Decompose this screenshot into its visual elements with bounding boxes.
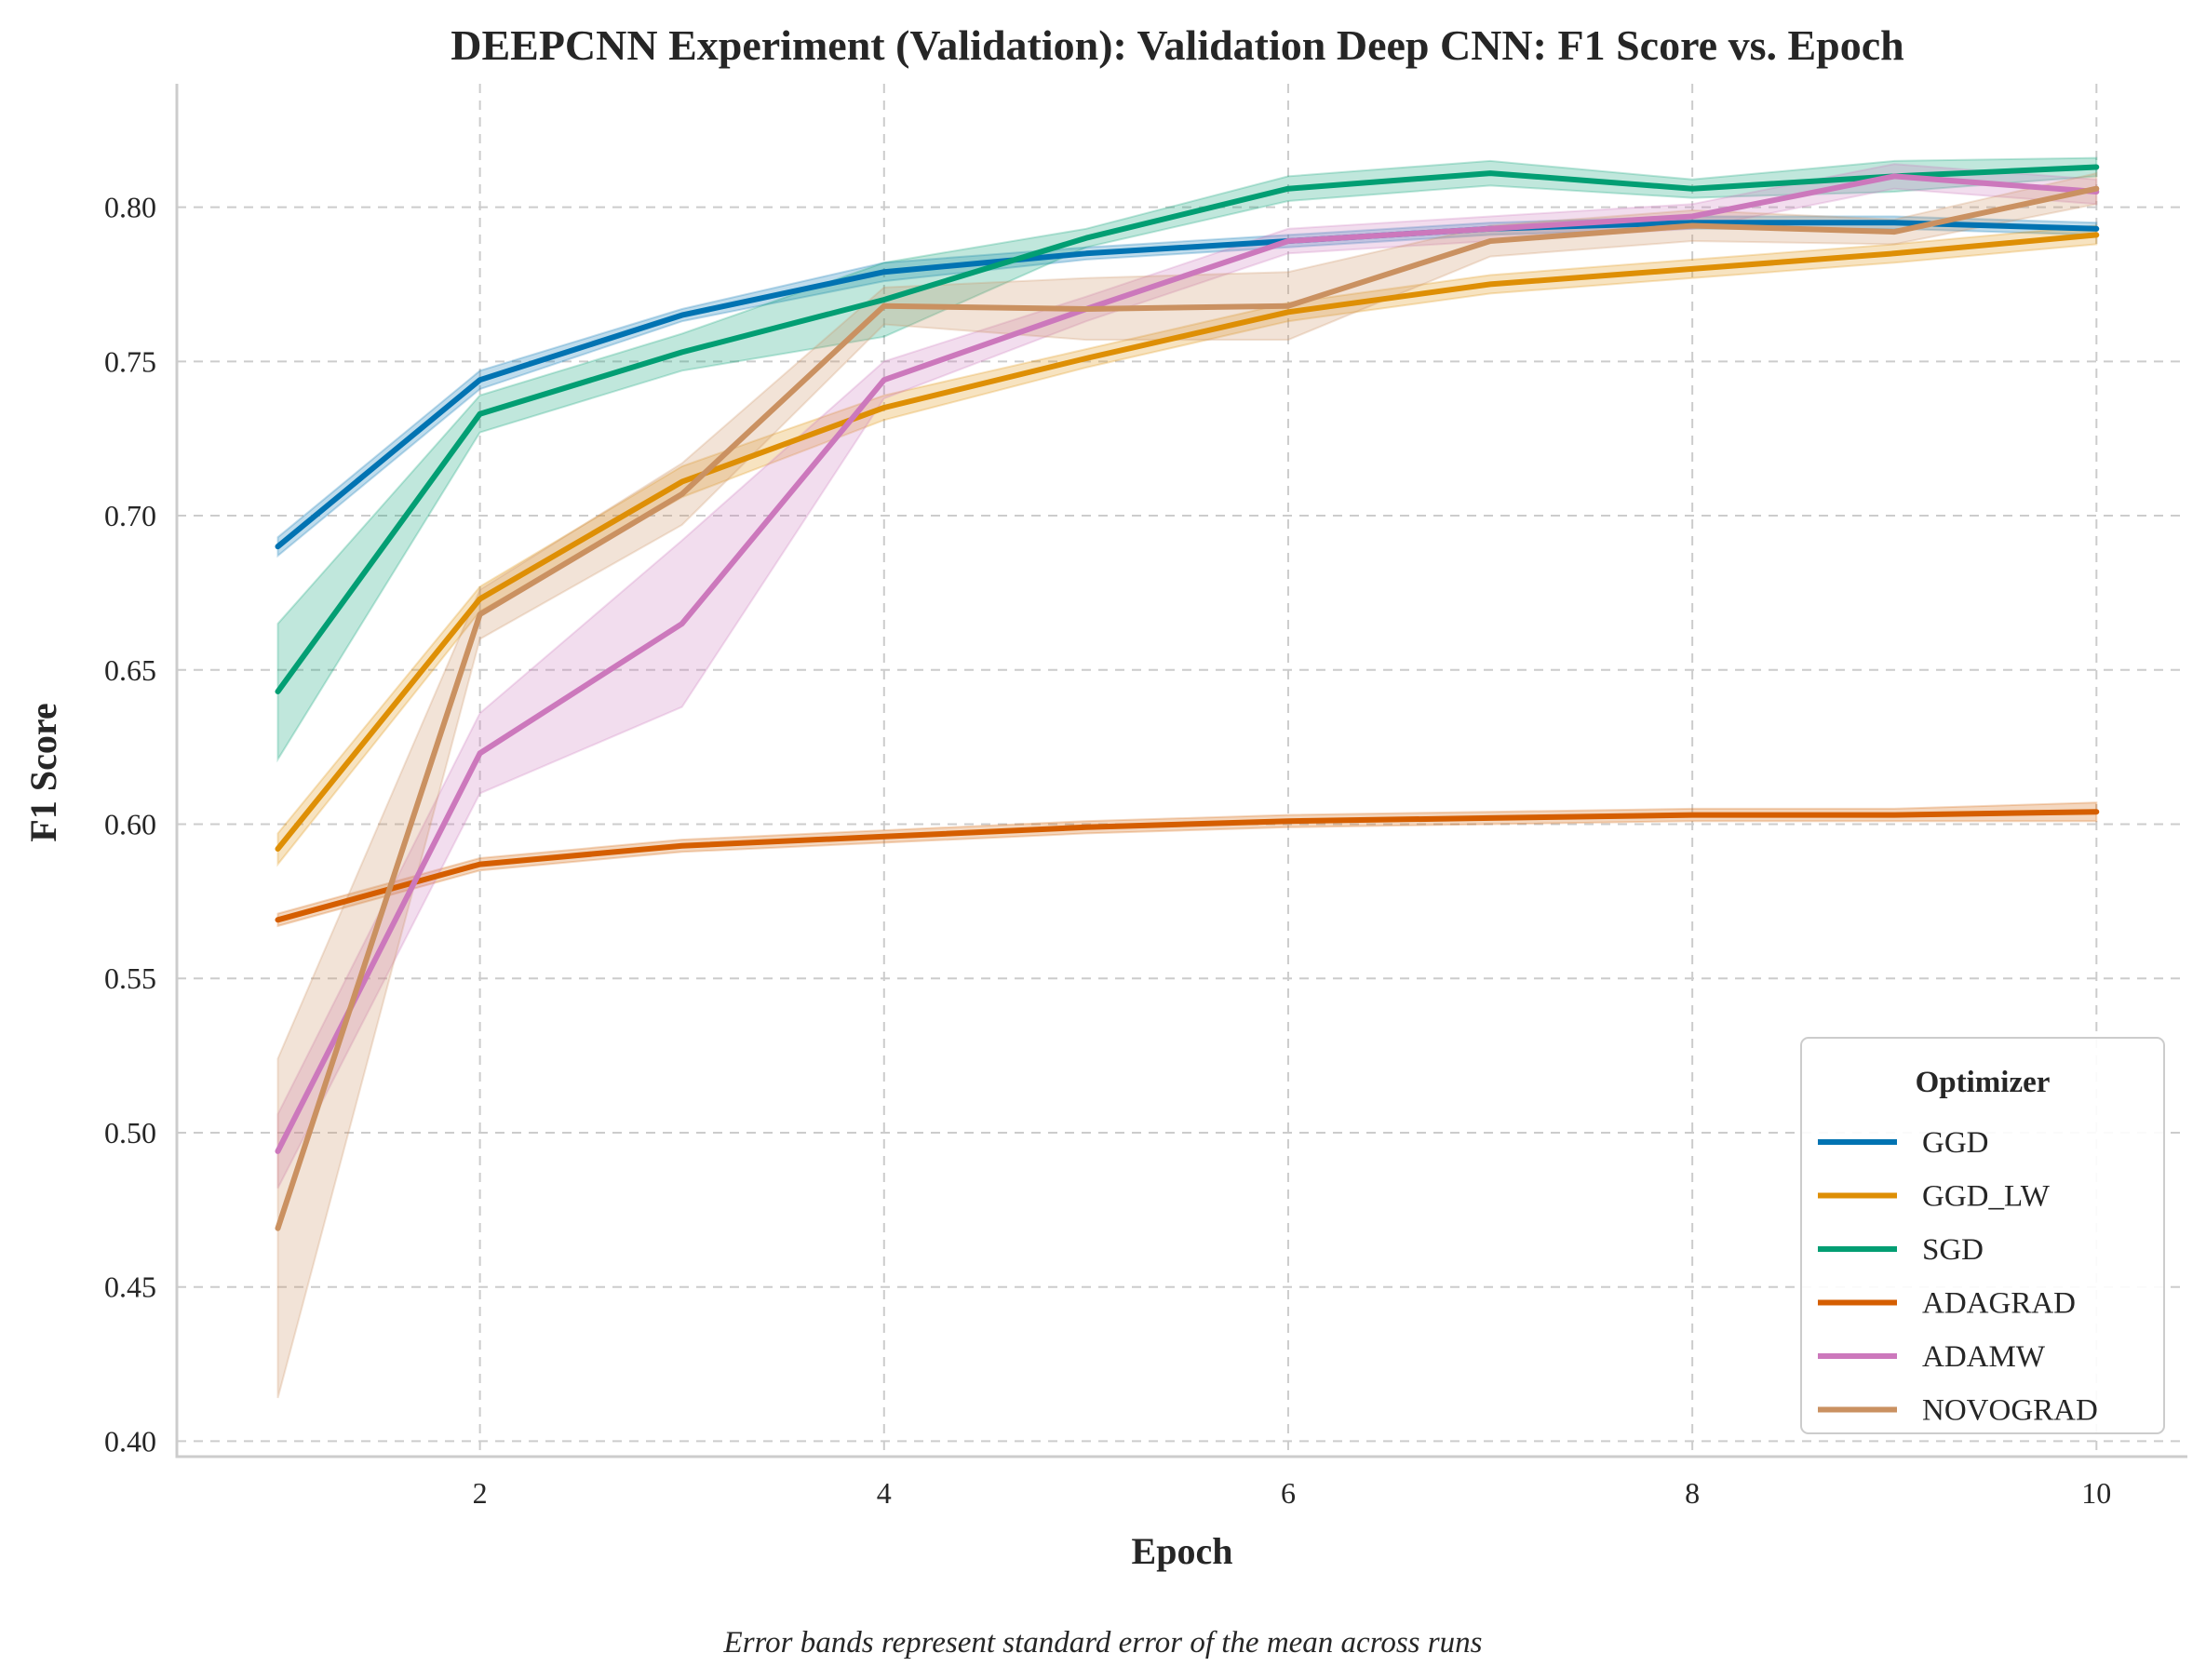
y-tick-label: 0.80 <box>104 191 156 224</box>
error-band-sgd <box>276 156 2098 763</box>
error-band-adagrad <box>276 801 2098 928</box>
x-tick-label: 4 <box>877 1476 892 1510</box>
x-tick-label: 6 <box>1281 1476 1296 1510</box>
legend-title: Optimizer <box>1916 1066 2051 1099</box>
x-tick-label: 8 <box>1685 1476 1700 1510</box>
chart-title: DEEPCNN Experiment (Validation): Validat… <box>451 21 1904 69</box>
legend: Optimizer GGD GGD_LW SGD ADAGRAD ADAMW NOVOGRA… <box>1800 1037 2165 1434</box>
y-tick-label: 0.65 <box>104 653 156 687</box>
y-tick-label: 0.75 <box>104 344 156 378</box>
series-line-adamw <box>275 173 2100 1154</box>
legend-label-novograd: NOVOGRAD <box>1922 1394 2098 1428</box>
legend-label-ggd: GGD <box>1922 1126 1989 1160</box>
legend-label-adamw: ADAMW <box>1922 1340 2046 1374</box>
y-tick-label: 0.40 <box>104 1424 156 1458</box>
series-line-ggd <box>275 220 2100 550</box>
y-tick-label: 0.60 <box>104 808 156 841</box>
x-tick-label: 10 <box>2081 1476 2111 1510</box>
error-band-adamw <box>276 163 2098 1189</box>
x-tick-label: 2 <box>473 1476 488 1510</box>
series-line-novograd <box>275 185 2100 1231</box>
y-tick-label: 0.45 <box>104 1270 156 1304</box>
series-line-adagrad <box>275 809 2100 923</box>
y-tick-label: 0.70 <box>104 499 156 532</box>
series-lines <box>275 164 2100 1231</box>
y-axis-label: F1 Score <box>22 703 64 841</box>
y-tick-label: 0.55 <box>104 961 156 995</box>
x-axis-label: Epoch <box>1132 1530 1233 1572</box>
axes: 0.40 0.45 0.50 0.55 0.60 0.65 0.70 0.75 0.80 2 4 6 8… <box>104 84 2187 1510</box>
legend-label-ggd-lw: GGD_LW <box>1922 1180 2051 1214</box>
legend-label-adagrad: ADAGRAD <box>1922 1287 2076 1321</box>
y-tick-label: 0.50 <box>104 1116 156 1149</box>
legend-label-sgd: SGD <box>1922 1233 1984 1267</box>
chart-caption: Error bands represent standard error of … <box>723 1626 1483 1660</box>
series-line-ggd-lw <box>275 232 2100 852</box>
axis-spines <box>175 84 2187 1458</box>
error-band-ggd-lw <box>276 224 2098 867</box>
legend-frame <box>1800 1037 2165 1434</box>
series-line-sgd <box>275 164 2100 694</box>
